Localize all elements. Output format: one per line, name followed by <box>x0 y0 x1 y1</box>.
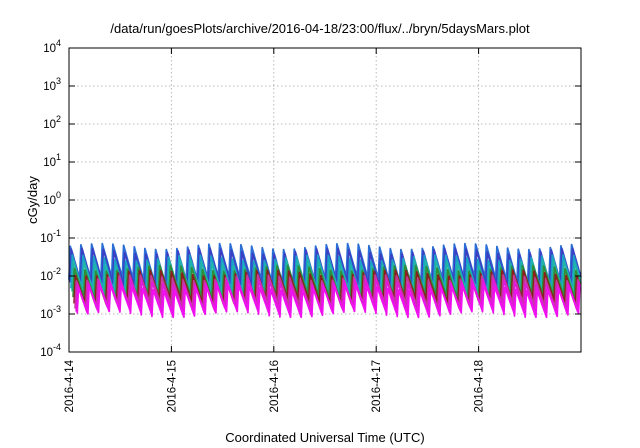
chart-title: /data/run/goesPlots/archive/2016-04-18/2… <box>110 21 530 36</box>
y-tick-label: 10-3 <box>40 304 61 321</box>
x-tick-label: 2016-4-16 <box>269 360 281 412</box>
series-line <box>76 283 581 319</box>
y-tick-label: 101 <box>43 152 61 169</box>
x-tick-label: 2016-4-18 <box>474 360 486 412</box>
y-tick-label: 102 <box>43 114 61 131</box>
x-axis-label: Coordinated Universal Time (UTC) <box>225 430 424 445</box>
ticks-layer: 10-4 10-3 10-2 10-1 100 101 102 103 104 2016-4-14… <box>40 38 581 412</box>
y-tick-label: 10-2 <box>40 266 61 283</box>
y-tick-label: 100 <box>43 190 61 207</box>
y-tick-label: 10-1 <box>40 228 61 245</box>
y-tick-label: 10-4 <box>40 342 61 359</box>
series-layer <box>68 242 582 319</box>
y-axis-label: cGy/day <box>25 176 40 224</box>
x-tick-label: 2016-4-14 <box>64 359 76 412</box>
y-tick-label: 104 <box>43 38 61 55</box>
y-tick-label: 103 <box>43 76 61 93</box>
x-tick-label: 2016-4-15 <box>166 360 178 412</box>
x-tick-label: 2016-4-17 <box>371 360 383 412</box>
